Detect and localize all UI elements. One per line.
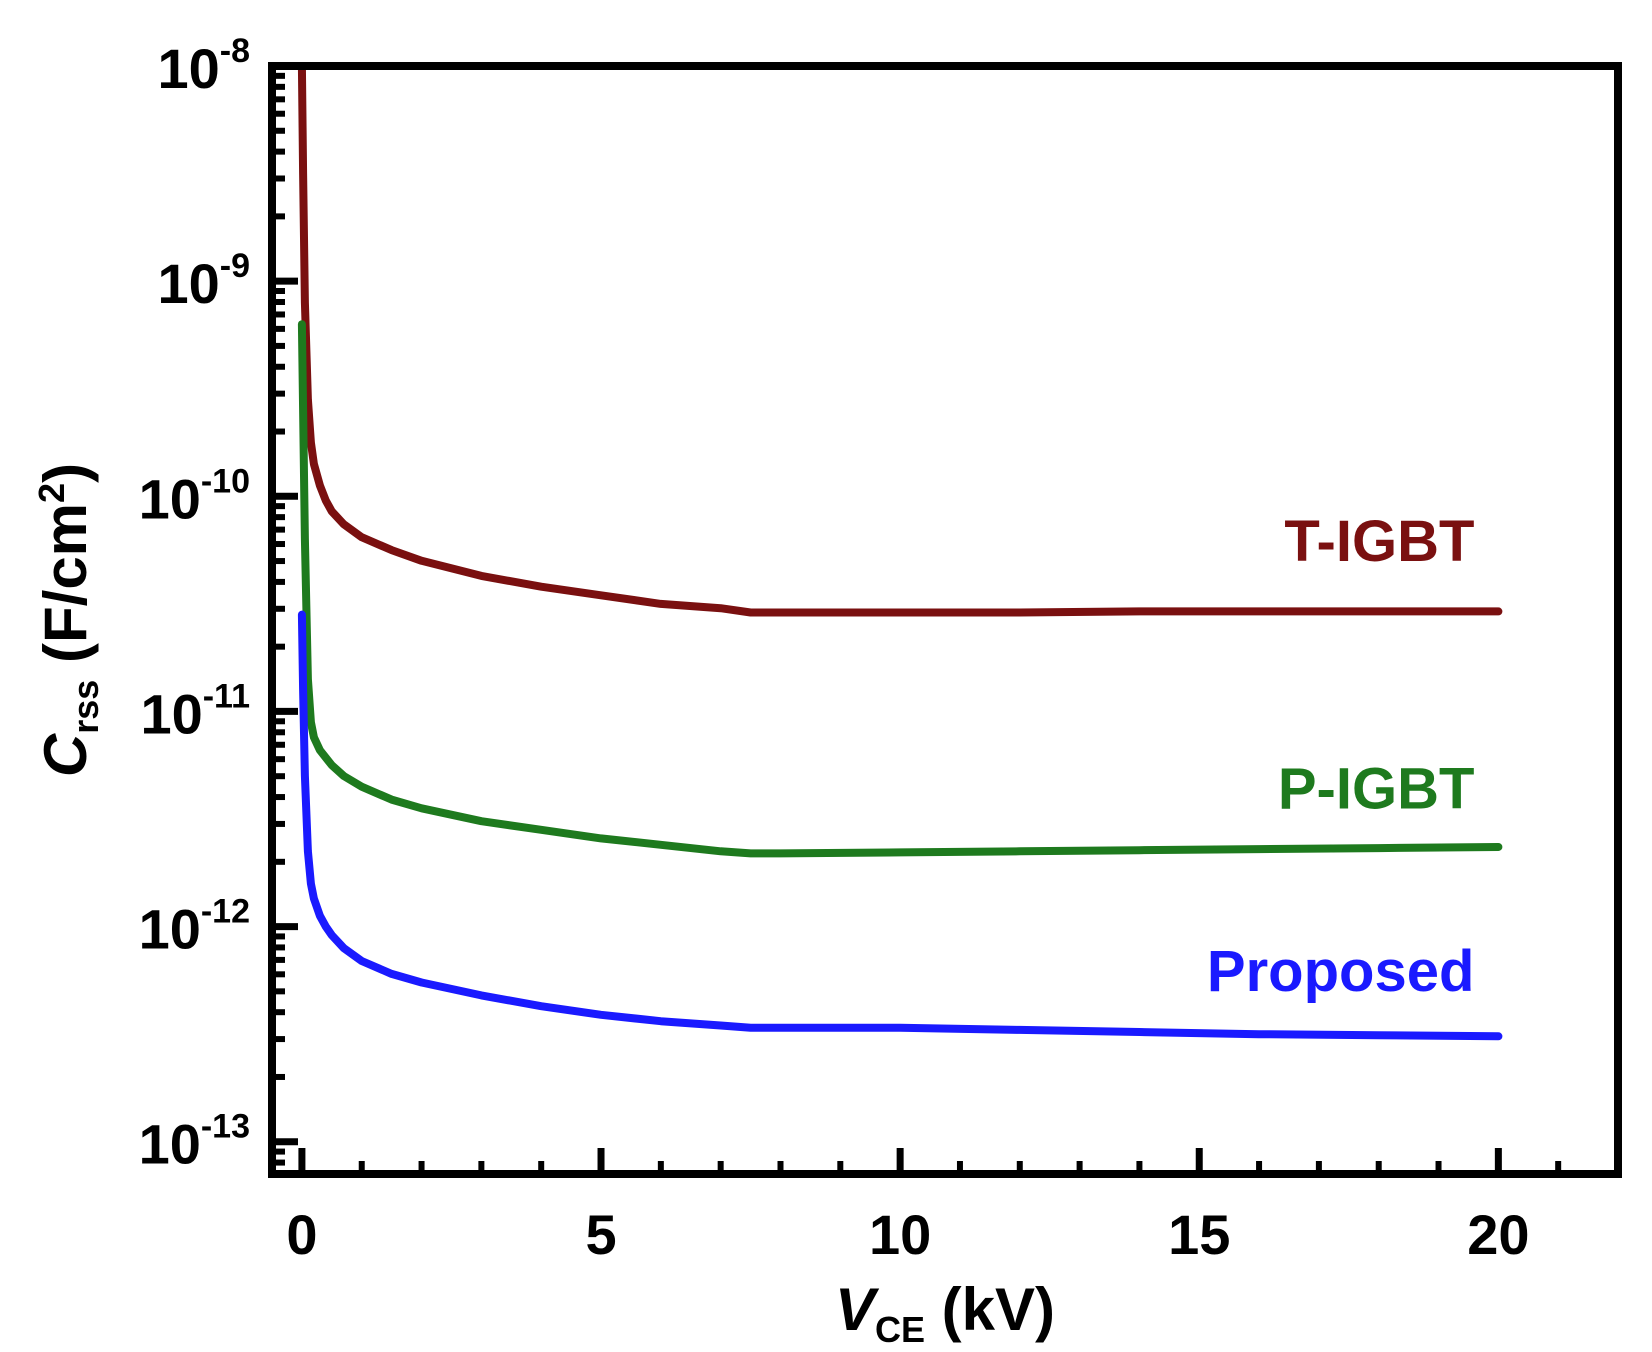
axis-ticks: [272, 62, 1562, 1174]
x-tick-label: 15: [1168, 1203, 1230, 1266]
series-labels: T-IGBT P-IGBT Proposed: [1207, 509, 1475, 1004]
x-axis-symbol: V: [835, 1276, 880, 1343]
y-tick-label: 10-9: [157, 247, 250, 315]
y-axis-unit-sup: 2: [31, 483, 72, 503]
x-axis-unit: (kV): [925, 1276, 1055, 1343]
series-line-p-igbt: [297, 320, 1503, 858]
y-axis-title: Crss (F/cm2): [31, 463, 106, 777]
series-line-proposed: [297, 610, 1503, 1041]
y-tick-exponent: -8: [220, 32, 250, 70]
series-label-p-igbt: P-IGBT: [1278, 756, 1475, 821]
x-axis-subscript: CE: [875, 1309, 925, 1350]
x-tick-label: 0: [286, 1203, 317, 1266]
x-tick-label: 5: [585, 1203, 616, 1266]
y-tick-label: 10-13: [139, 1108, 250, 1176]
y-tick-label: 10-11: [140, 677, 250, 745]
series-layer: [297, 62, 1503, 1041]
y-tick-base: 10: [157, 37, 219, 100]
y-axis-unit-suffix: ): [32, 463, 99, 483]
series-line-t-igbt: [297, 62, 1503, 617]
x-tick-label: 10: [869, 1203, 931, 1266]
y-tick-exponent: -13: [201, 1108, 250, 1146]
y-tick-base: 10: [157, 252, 219, 315]
series-label-proposed: Proposed: [1207, 939, 1475, 1004]
y-tick-base: 10: [139, 898, 201, 961]
plot-frame: [268, 62, 1622, 1178]
y-tick-exponent: -10: [201, 462, 250, 500]
series-label-t-igbt: T-IGBT: [1284, 509, 1474, 574]
y-tick-base: 10: [139, 467, 201, 530]
y-tick-label: 10-12: [139, 893, 250, 961]
y-tick-base: 10: [139, 1113, 201, 1176]
x-tick-label: 20: [1467, 1203, 1529, 1266]
x-axis-title: VCE (kV): [835, 1276, 1055, 1350]
y-tick-label: 10-10: [139, 462, 250, 530]
y-tick-exponent: -9: [220, 247, 250, 285]
y-tick-label: 10-8: [157, 32, 250, 100]
y-axis-unit-prefix: (F/cm: [32, 503, 99, 680]
y-tick-exponent: -11: [203, 677, 250, 715]
y-axis-subscript: rss: [65, 680, 106, 734]
y-tick-exponent: -12: [201, 893, 250, 931]
y-tick-base: 10: [140, 682, 202, 745]
y-axis-symbol: C: [32, 732, 99, 777]
